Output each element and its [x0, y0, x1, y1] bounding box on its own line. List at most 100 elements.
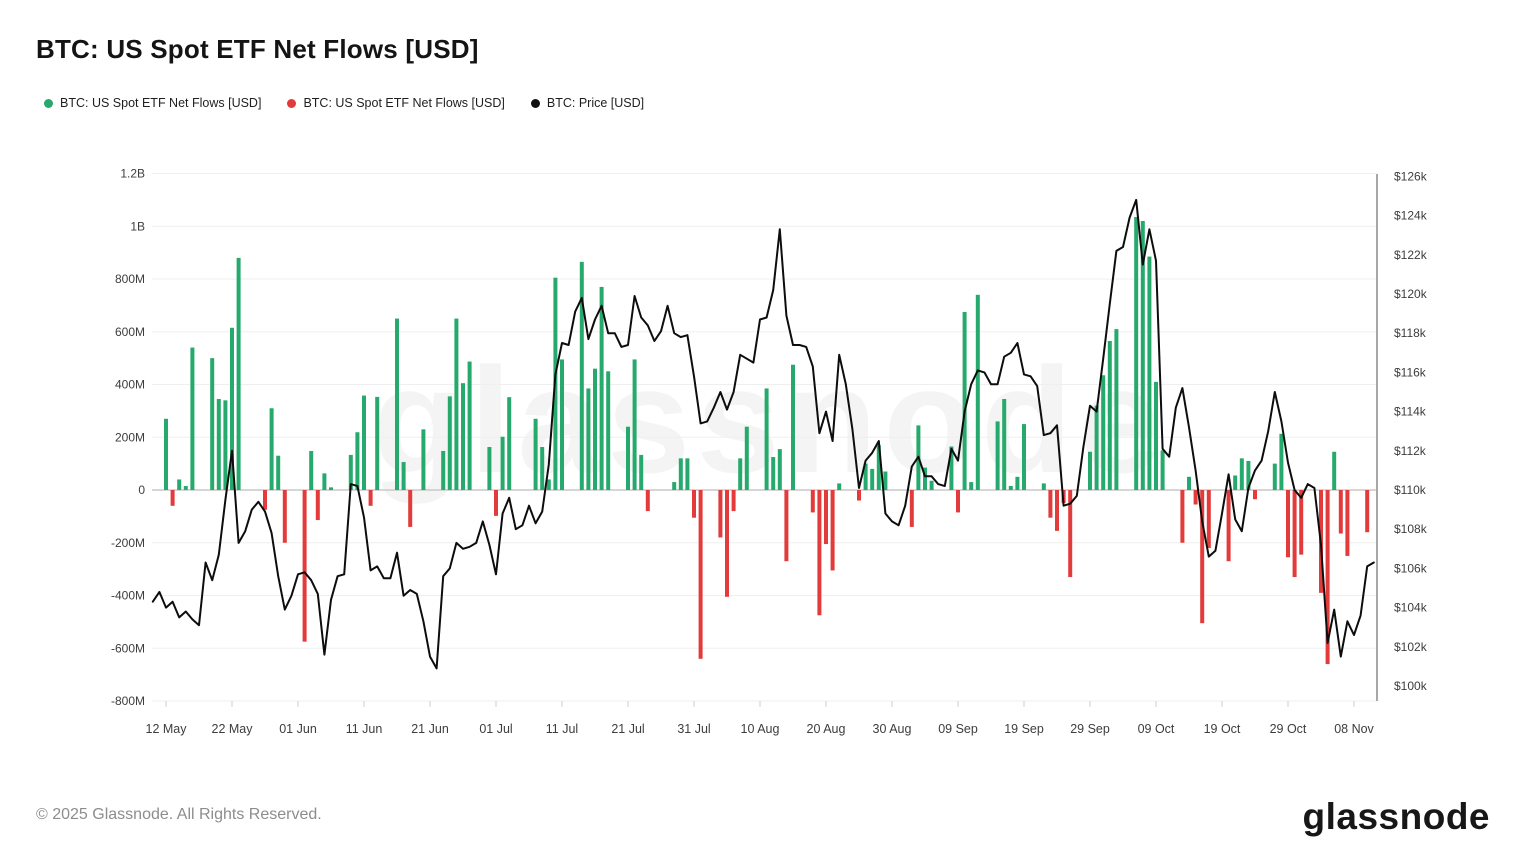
positive-flow-bar[interactable]	[949, 446, 954, 490]
positive-flow-bar[interactable]	[632, 359, 637, 490]
negative-flow-bar[interactable]	[494, 490, 498, 516]
positive-flow-bar[interactable]	[883, 471, 888, 490]
positive-flow-bar[interactable]	[375, 396, 380, 490]
positive-flow-bar[interactable]	[606, 371, 611, 490]
positive-flow-bar[interactable]	[1279, 433, 1284, 490]
negative-flow-bar[interactable]	[784, 490, 789, 562]
positive-flow-bar[interactable]	[626, 426, 630, 490]
negative-flow-bar[interactable]	[817, 490, 822, 616]
positive-flow-bar[interactable]	[685, 458, 690, 490]
negative-flow-bar[interactable]	[1193, 490, 1198, 505]
positive-flow-bar[interactable]	[454, 318, 459, 490]
positive-flow-bar[interactable]	[348, 454, 353, 490]
negative-flow-bar[interactable]	[692, 490, 696, 518]
negative-flow-bar[interactable]	[1206, 490, 1211, 549]
positive-flow-bar[interactable]	[579, 261, 584, 490]
positive-flow-bar[interactable]	[1022, 424, 1026, 490]
positive-flow-bar[interactable]	[863, 463, 868, 490]
positive-flow-bar[interactable]	[329, 487, 333, 490]
positive-flow-bar[interactable]	[639, 454, 644, 490]
positive-flow-bar[interactable]	[744, 426, 749, 490]
positive-flow-bar[interactable]	[678, 458, 683, 490]
positive-flow-bar[interactable]	[216, 399, 221, 490]
positive-flow-bar[interactable]	[362, 395, 366, 490]
positive-flow-bar[interactable]	[1041, 483, 1046, 490]
negative-flow-bar[interactable]	[1325, 490, 1330, 665]
positive-flow-bar[interactable]	[1272, 463, 1277, 490]
positive-flow-bar[interactable]	[1134, 217, 1139, 491]
positive-flow-bar[interactable]	[599, 286, 604, 490]
positive-flow-bar[interactable]	[447, 396, 452, 490]
negative-flow-bar[interactable]	[1200, 490, 1205, 624]
positive-flow-bar[interactable]	[929, 480, 934, 490]
positive-flow-bar[interactable]	[355, 432, 360, 490]
positive-flow-bar[interactable]	[269, 408, 274, 490]
positive-flow-bar[interactable]	[975, 294, 980, 490]
positive-flow-bar[interactable]	[441, 450, 446, 490]
negative-flow-bar[interactable]	[1055, 490, 1059, 531]
negative-flow-bar[interactable]	[315, 490, 320, 521]
negative-flow-bar[interactable]	[1286, 490, 1290, 558]
legend-item-negative-flows[interactable]: BTC: US Spot ETF Net Flows [USD]	[287, 96, 505, 110]
positive-flow-bar[interactable]	[1154, 381, 1158, 490]
positive-flow-bar[interactable]	[223, 400, 228, 490]
positive-flow-bar[interactable]	[771, 457, 776, 490]
glassnode-logo[interactable]: glassnode	[1302, 796, 1490, 837]
negative-flow-bar[interactable]	[302, 490, 307, 642]
positive-flow-bar[interactable]	[461, 383, 465, 490]
negative-flow-bar[interactable]	[718, 490, 723, 538]
positive-flow-bar[interactable]	[1246, 460, 1251, 490]
positive-flow-bar[interactable]	[1114, 329, 1119, 490]
negative-flow-bar[interactable]	[170, 490, 175, 506]
positive-flow-bar[interactable]	[421, 429, 426, 490]
negative-flow-bar[interactable]	[731, 490, 736, 512]
negative-flow-bar[interactable]	[1299, 490, 1304, 555]
negative-flow-bar[interactable]	[368, 490, 373, 506]
negative-flow-bar[interactable]	[1292, 490, 1297, 578]
negative-flow-bar[interactable]	[1345, 490, 1350, 556]
positive-flow-bar[interactable]	[962, 311, 967, 490]
negative-flow-bar[interactable]	[1365, 490, 1370, 533]
negative-flow-bar[interactable]	[909, 490, 914, 527]
positive-flow-bar[interactable]	[1094, 405, 1099, 490]
positive-flow-bar[interactable]	[1160, 450, 1165, 490]
positive-flow-bar[interactable]	[1332, 451, 1337, 490]
negative-flow-bar[interactable]	[1253, 490, 1257, 500]
negative-flow-bar[interactable]	[830, 490, 835, 571]
negative-flow-bar[interactable]	[857, 490, 861, 501]
negative-flow-bar[interactable]	[1338, 490, 1343, 534]
positive-flow-bar[interactable]	[560, 359, 564, 490]
positive-flow-bar[interactable]	[1008, 486, 1013, 490]
negative-flow-bar[interactable]	[263, 490, 267, 510]
positive-flow-bar[interactable]	[322, 473, 327, 490]
negative-flow-bar[interactable]	[1226, 490, 1231, 562]
negative-flow-bar[interactable]	[1048, 490, 1053, 518]
positive-flow-bar[interactable]	[395, 318, 399, 490]
positive-flow-bar[interactable]	[467, 361, 472, 490]
positive-flow-bar[interactable]	[533, 418, 538, 490]
positive-flow-bar[interactable]	[236, 257, 241, 490]
positive-flow-bar[interactable]	[183, 486, 188, 490]
positive-flow-bar[interactable]	[1107, 340, 1112, 490]
positive-flow-bar[interactable]	[791, 364, 795, 490]
negative-flow-bar[interactable]	[1068, 490, 1073, 578]
negative-flow-bar[interactable]	[645, 490, 650, 512]
positive-flow-bar[interactable]	[1101, 375, 1106, 490]
positive-flow-bar[interactable]	[177, 479, 182, 490]
positive-flow-bar[interactable]	[876, 445, 881, 490]
positive-flow-bar[interactable]	[870, 468, 875, 490]
negative-flow-bar[interactable]	[725, 490, 729, 597]
positive-flow-bar[interactable]	[1187, 476, 1191, 490]
positive-flow-bar[interactable]	[1233, 475, 1238, 490]
positive-flow-bar[interactable]	[777, 449, 782, 490]
negative-flow-bar[interactable]	[956, 490, 960, 513]
positive-flow-bar[interactable]	[1002, 399, 1007, 490]
positive-flow-bar[interactable]	[540, 447, 545, 490]
positive-flow-bar[interactable]	[969, 482, 974, 490]
positive-flow-bar[interactable]	[923, 467, 927, 490]
negative-flow-bar[interactable]	[824, 490, 828, 545]
legend-item-price[interactable]: BTC: Price [USD]	[530, 96, 644, 110]
negative-flow-bar[interactable]	[408, 490, 413, 527]
negative-flow-bar[interactable]	[810, 490, 815, 513]
positive-flow-bar[interactable]	[190, 347, 195, 490]
